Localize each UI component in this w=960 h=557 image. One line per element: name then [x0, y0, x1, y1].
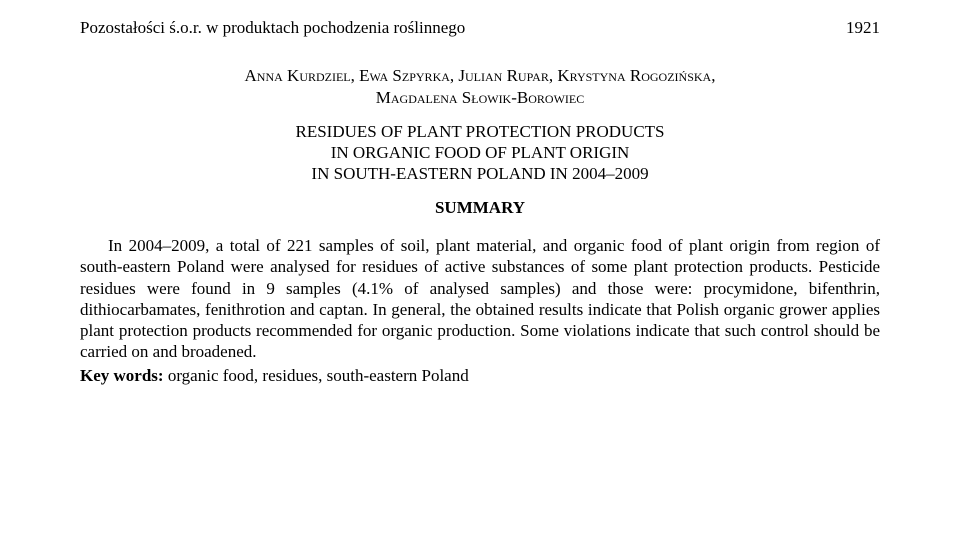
summary-heading: SUMMARY — [80, 198, 880, 218]
authors-line: Anna Kurdziel, Ewa Szpyrka, Julian Rupar… — [80, 66, 880, 86]
title-line-2: IN ORGANIC FOOD OF PLANT ORIGIN — [80, 143, 880, 163]
title-line-1: RESIDUES OF PLANT PROTECTION PRODUCTS — [80, 122, 880, 142]
summary-body: In 2004–2009, a total of 221 samples of … — [80, 235, 880, 363]
page-number: 1921 — [846, 18, 880, 38]
title-line-3: IN SOUTH-EASTERN POLAND IN 2004–2009 — [80, 164, 880, 184]
running-title: Pozostałości ś.o.r. w produktach pochodz… — [80, 18, 465, 38]
keywords-line: Key words: organic food, residues, south… — [80, 365, 880, 386]
running-header: Pozostałości ś.o.r. w produktach pochodz… — [80, 18, 880, 38]
affiliation-line: Magdalena Słowik-Borowiec — [80, 88, 880, 108]
document-page: Pozostałości ś.o.r. w produktach pochodz… — [0, 0, 960, 423]
keywords-label: Key words: — [80, 366, 164, 385]
keywords-text: organic food, residues, south-eastern Po… — [164, 366, 469, 385]
